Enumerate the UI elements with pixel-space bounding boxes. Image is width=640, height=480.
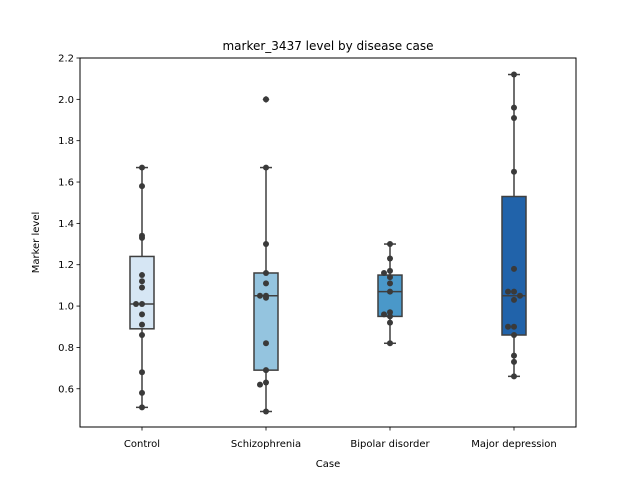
data-point bbox=[511, 71, 517, 78]
data-point bbox=[511, 323, 517, 330]
y-tick-label: 1.2 bbox=[58, 260, 74, 271]
data-point bbox=[511, 296, 517, 303]
data-point bbox=[139, 301, 145, 307]
data-point bbox=[257, 292, 263, 299]
plot-content bbox=[129, 71, 527, 415]
data-point bbox=[387, 288, 393, 295]
data-point bbox=[517, 292, 523, 299]
data-point bbox=[511, 373, 517, 380]
box-group bbox=[253, 95, 279, 415]
data-point bbox=[139, 284, 145, 291]
data-point bbox=[505, 323, 511, 330]
data-point bbox=[263, 367, 269, 374]
data-point bbox=[263, 241, 269, 248]
data-point bbox=[139, 404, 145, 411]
data-point bbox=[511, 358, 517, 365]
data-point bbox=[139, 164, 145, 171]
box-group bbox=[377, 241, 403, 347]
data-point bbox=[387, 280, 393, 287]
data-point bbox=[511, 332, 517, 339]
data-point bbox=[263, 340, 269, 347]
y-axis: 0.6 0.8 1.0 1.2 1.4 1.6 1.8 2.0 2.2 bbox=[58, 54, 80, 395]
y-tick-label: 0.8 bbox=[58, 343, 74, 354]
box-group bbox=[501, 71, 527, 380]
data-point bbox=[387, 309, 393, 316]
y-axis-title: Marker level bbox=[31, 212, 42, 274]
data-point bbox=[139, 332, 145, 339]
data-point bbox=[257, 381, 263, 388]
data-point bbox=[263, 379, 269, 386]
y-tick-label: 1.4 bbox=[58, 219, 74, 230]
chart-title: marker_3437 level by disease case bbox=[222, 39, 433, 53]
data-point bbox=[139, 369, 145, 376]
data-point bbox=[139, 321, 145, 328]
data-point bbox=[511, 352, 517, 359]
y-tick-label: 1.0 bbox=[58, 302, 74, 313]
plot-frame bbox=[79, 57, 577, 428]
data-point bbox=[263, 96, 269, 103]
y-tick-label: 1.6 bbox=[58, 178, 74, 189]
data-point bbox=[133, 301, 139, 307]
data-point bbox=[381, 311, 387, 318]
data-point bbox=[387, 255, 393, 262]
x-tick-label: Schizophrenia bbox=[231, 439, 301, 450]
x-axis-title: Case bbox=[316, 459, 340, 470]
data-point bbox=[387, 319, 393, 326]
data-point bbox=[263, 164, 269, 171]
data-point bbox=[263, 408, 269, 415]
y-tick-label: 2.2 bbox=[58, 54, 74, 65]
box-iqr bbox=[253, 272, 279, 371]
data-point bbox=[511, 114, 517, 121]
y-tick-label: 1.8 bbox=[58, 136, 74, 147]
data-point bbox=[381, 269, 387, 276]
data-point bbox=[387, 274, 393, 281]
data-point bbox=[511, 288, 517, 295]
x-tick-label: Control bbox=[124, 439, 160, 450]
x-axis: Control Schizophrenia Bipolar disorder Majo… bbox=[124, 427, 557, 450]
data-point bbox=[139, 278, 145, 285]
data-point bbox=[387, 267, 393, 274]
box-iqr bbox=[129, 255, 155, 330]
y-tick-label: 0.6 bbox=[58, 384, 74, 395]
data-point bbox=[511, 265, 517, 272]
data-point bbox=[511, 104, 517, 111]
x-tick-label: Major depression bbox=[471, 439, 557, 450]
box-group bbox=[129, 164, 155, 411]
x-tick-label: Bipolar disorder bbox=[350, 439, 430, 450]
data-point bbox=[511, 168, 517, 175]
data-point bbox=[387, 241, 393, 248]
data-point bbox=[263, 294, 269, 301]
data-point bbox=[139, 234, 145, 241]
data-point bbox=[139, 272, 145, 279]
data-point bbox=[139, 311, 145, 318]
y-tick-label: 2.0 bbox=[58, 95, 74, 106]
data-point bbox=[263, 280, 269, 287]
data-point bbox=[505, 288, 511, 295]
data-point bbox=[387, 340, 393, 347]
data-point bbox=[139, 389, 145, 396]
data-point bbox=[263, 269, 269, 276]
box-iqr bbox=[501, 195, 527, 336]
data-point bbox=[387, 313, 393, 320]
data-point bbox=[139, 183, 145, 190]
